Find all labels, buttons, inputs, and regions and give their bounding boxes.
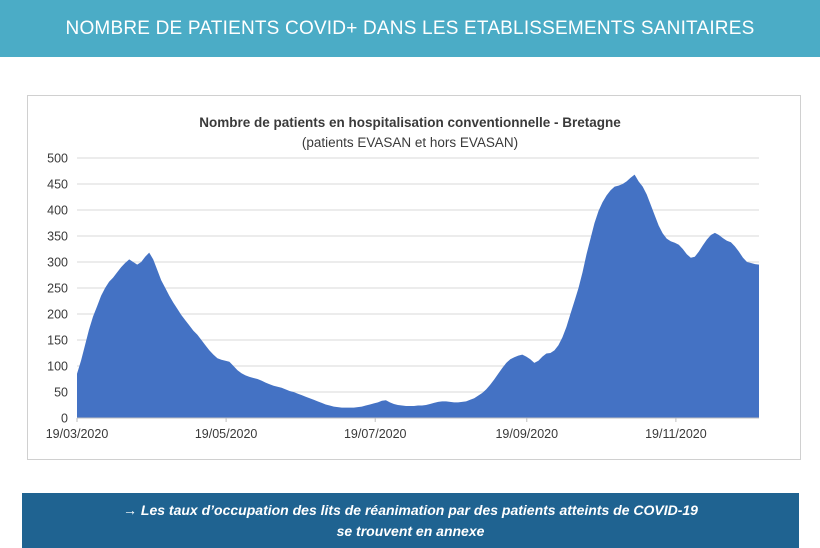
y-tick-label: 350 (47, 230, 68, 244)
x-axis: 19/03/2020 19/05/2020 19/07/2020 19/09/2020… (46, 417, 759, 441)
annex-note: → Les taux d’occupation des lits de réan… (22, 493, 799, 548)
x-tick-label: 19/05/2020 (195, 427, 258, 441)
annex-note-line-1: → Les taux d’occupation des lits de réan… (123, 501, 698, 518)
x-tick-label: 19/11/2020 (645, 427, 707, 441)
chart-subtitle: (patients EVASAN et hors EVASAN) (302, 135, 518, 150)
x-tick-label: 19/09/2020 (495, 427, 558, 441)
y-tick-label: 250 (47, 282, 68, 296)
x-tick-label: 19/03/2020 (46, 427, 109, 441)
y-tick-label: 450 (47, 178, 68, 192)
header-title: NOMBRE DE PATIENTS COVID+ DANS LES ETABL… (65, 17, 755, 39)
y-tick-label: 500 (47, 152, 68, 166)
hospitalisation-chart: Nombre de patients en hospitalisation co… (46, 115, 759, 441)
y-tick-label: 300 (47, 256, 68, 270)
chart-title: Nombre de patients en hospitalisation co… (199, 115, 621, 130)
series-area-path (77, 174, 759, 418)
chart-panel: Nombre de patients en hospitalisation co… (27, 95, 801, 460)
y-tick-label: 400 (47, 204, 68, 218)
y-tick-label: 150 (47, 334, 68, 348)
y-tick-label: 100 (47, 360, 68, 374)
series-area (77, 174, 759, 418)
x-tick-label: 19/07/2020 (344, 427, 407, 441)
y-tick-label: 50 (54, 386, 68, 400)
y-axis: 0 50 100 150 200 250 300 350 400 450 500 (47, 152, 68, 426)
y-tick-label: 0 (61, 412, 68, 426)
page-header: NOMBRE DE PATIENTS COVID+ DANS LES ETABL… (0, 0, 820, 57)
annex-note-line-2: se trouvent en annexe (336, 522, 485, 539)
y-tick-label: 200 (47, 308, 68, 322)
